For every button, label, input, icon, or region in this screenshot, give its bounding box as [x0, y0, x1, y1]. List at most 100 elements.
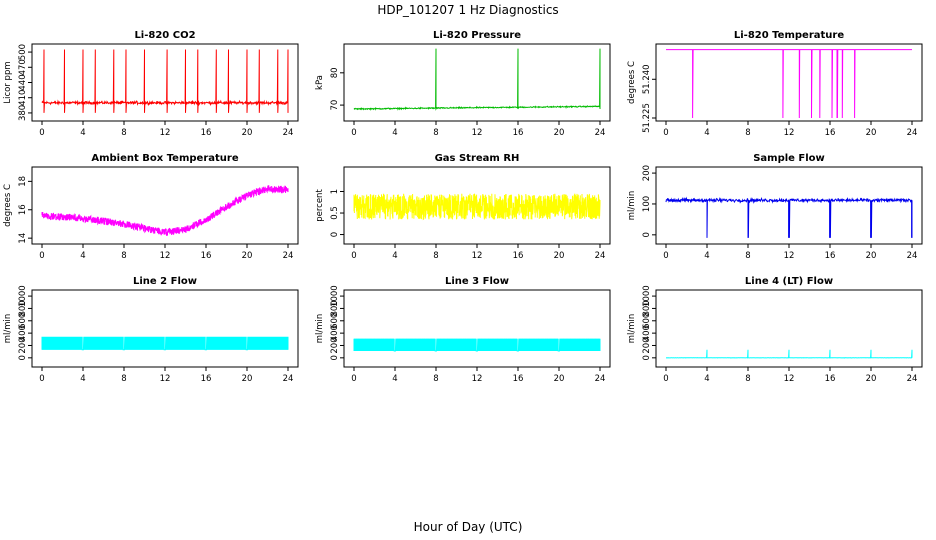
x-tick-label: 4 — [80, 374, 85, 384]
x-tick-label: 20 — [242, 128, 253, 138]
series-line-0 — [353, 48, 601, 111]
x-tick-label: 16 — [201, 251, 212, 261]
y-tick-label: 600 — [330, 313, 340, 329]
series-line-0 — [41, 336, 289, 351]
y-axis-label: ml/min — [627, 191, 637, 221]
x-tick-label: 0 — [663, 128, 668, 138]
panel-1: Li-820 Pressure 0 4 8 12 16 20 24 70 80 kPa — [315, 30, 611, 138]
y-tick-label: 51.225 — [642, 103, 652, 133]
x-tick-label: 8 — [433, 374, 438, 384]
y-tick-label: 470 — [18, 59, 28, 75]
panel-title: Ambient Box Temperature — [91, 153, 238, 164]
x-tick-label: 24 — [595, 128, 606, 138]
y-tick-label: 400 — [330, 325, 340, 341]
x-tick-label: 16 — [825, 251, 836, 261]
x-tick-label: 4 — [392, 128, 397, 138]
panel-8: Line 4 (LT) Flow 0 4 8 12 16 20 24 0 200400600800… — [627, 276, 923, 384]
y-axis-label: ml/min — [627, 314, 637, 344]
y-tick-label: 0.5 — [330, 206, 340, 220]
y-tick-label: 800 — [642, 300, 652, 316]
x-tick-label: 12 — [472, 251, 483, 261]
x-tick-label: 4 — [80, 128, 85, 138]
x-tick-label: 16 — [825, 128, 836, 138]
y-tick-label: 500 — [18, 44, 28, 60]
x-tick-label: 4 — [392, 374, 397, 384]
y-axis-label: degrees C — [3, 184, 13, 227]
x-tick-label: 4 — [704, 251, 709, 261]
y-tick-label: 400 — [18, 325, 28, 341]
y-tick-label: 200 — [642, 165, 652, 181]
plot-frame — [343, 289, 611, 368]
y-tick-label: 70 — [330, 100, 340, 111]
plot-frame — [655, 43, 923, 122]
x-tick-label: 24 — [283, 374, 294, 384]
y-tick-label: 800 — [18, 300, 28, 316]
panel-5: Sample Flow 0 4 8 12 16 20 24 0 100 200 ml/min — [627, 153, 923, 261]
x-tick-label: 12 — [784, 251, 795, 261]
y-axis-label: kPa — [315, 75, 325, 90]
x-tick-label: 8 — [121, 251, 126, 261]
x-tick-label: 16 — [201, 374, 212, 384]
x-tick-label: 20 — [242, 374, 253, 384]
x-tick-label: 0 — [663, 374, 668, 384]
x-tick-label: 8 — [433, 128, 438, 138]
y-tick-label: 200 — [330, 337, 340, 353]
panel-3: Ambient Box Temperature 0 4 8 12 16 20 24 14 16 18… — [3, 153, 299, 261]
y-tick-label: 0 — [18, 355, 28, 360]
series-line-0 — [41, 185, 289, 236]
y-tick-label: 600 — [18, 313, 28, 329]
y-tick-label: 1 — [330, 189, 340, 194]
series-line-0 — [353, 338, 601, 352]
y-tick-label: 0 — [642, 232, 652, 237]
x-tick-label: 20 — [866, 251, 877, 261]
figure-title: HDP_101207 1 Hz Diagnostics — [377, 3, 558, 17]
x-tick-label: 8 — [121, 128, 126, 138]
y-tick-label: 16 — [18, 204, 28, 215]
panel-title: Li-820 Pressure — [433, 30, 521, 41]
y-axis-label: ml/min — [315, 314, 325, 344]
y-tick-label: 0 — [642, 355, 652, 360]
x-tick-label: 20 — [554, 128, 565, 138]
x-tick-label: 0 — [39, 374, 44, 384]
x-tick-label: 12 — [160, 374, 171, 384]
x-tick-label: 20 — [866, 128, 877, 138]
x-tick-label: 8 — [745, 251, 750, 261]
x-tick-label: 4 — [392, 251, 397, 261]
series-line-0 — [665, 196, 913, 238]
plot-frame — [31, 43, 299, 122]
y-axis-label: Licor ppm — [3, 61, 13, 103]
panel-title: Sample Flow — [753, 153, 825, 164]
y-tick-label: 18 — [18, 176, 28, 187]
series-line-0 — [41, 49, 289, 113]
panel-title: Line 3 Flow — [445, 276, 509, 287]
x-tick-label: 12 — [784, 128, 795, 138]
x-tick-label: 20 — [866, 374, 877, 384]
x-tick-label: 8 — [121, 374, 126, 384]
y-tick-label: 1000 — [330, 285, 340, 307]
y-tick-label: 0 — [330, 355, 340, 360]
x-tick-label: 12 — [784, 374, 795, 384]
x-tick-label: 20 — [242, 251, 253, 261]
x-tick-label: 12 — [472, 128, 483, 138]
series-line-0 — [666, 49, 912, 119]
x-tick-label: 4 — [80, 251, 85, 261]
y-tick-label: 1000 — [642, 285, 652, 307]
y-tick-label: 380 — [18, 105, 28, 121]
x-tick-label: 24 — [283, 128, 294, 138]
x-tick-label: 0 — [39, 128, 44, 138]
y-tick-label: 51.240 — [642, 64, 652, 94]
x-tick-label: 4 — [704, 128, 709, 138]
panel-title: Gas Stream RH — [435, 153, 520, 164]
series-line-0 — [353, 192, 601, 221]
x-tick-label: 0 — [351, 251, 356, 261]
series-line-0 — [666, 349, 913, 359]
panel-title: Line 2 Flow — [133, 276, 197, 287]
x-tick-label: 16 — [513, 374, 524, 384]
y-tick-label: 200 — [18, 337, 28, 353]
x-tick-label: 24 — [907, 374, 918, 384]
x-tick-label: 16 — [513, 128, 524, 138]
